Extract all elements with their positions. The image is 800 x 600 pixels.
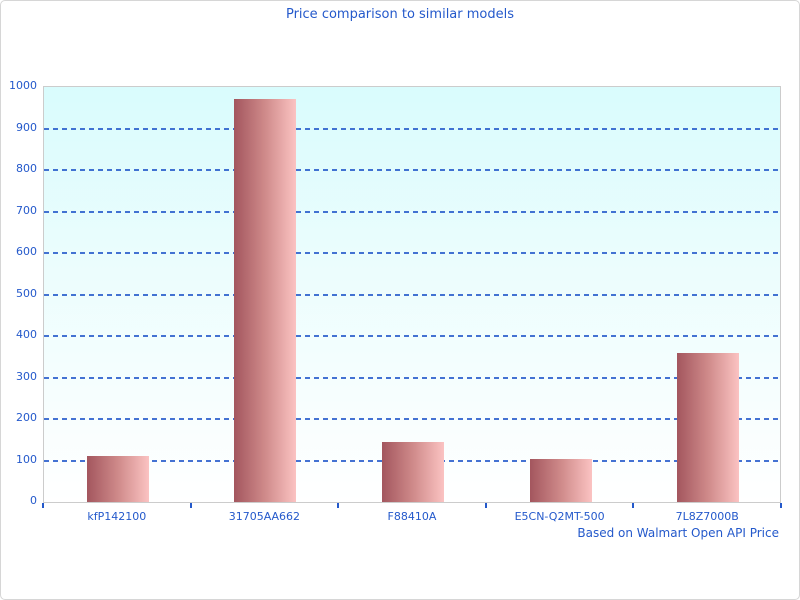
x-axis-label-F88410A: F88410A (387, 510, 437, 523)
y-axis-label-600: 600 (16, 245, 37, 258)
bar-31705AA662 (234, 99, 297, 502)
gridline-700 (44, 210, 780, 213)
y-axis-label-0: 0 (30, 494, 37, 507)
x-axis-tick (780, 503, 782, 508)
y-axis-label-300: 300 (16, 369, 37, 383)
plot-area (43, 86, 781, 503)
y-axis-label-100: 100 (16, 452, 37, 466)
x-axis-label-7L8Z7000B: 7L8Z7000B (675, 510, 739, 523)
x-axis-tick (484, 503, 487, 508)
footer-note: Based on Walmart Open API Price (577, 526, 779, 540)
bar-F88410A (382, 442, 444, 502)
gridline-300 (44, 376, 780, 379)
y-axis-label-800: 800 (16, 162, 37, 175)
x-axis-tick (42, 503, 44, 508)
chart-title: Price comparison to similar models (285, 7, 515, 22)
y-axis-label-1000: 1000 (9, 79, 37, 92)
bar-kfP142100 (86, 456, 149, 502)
x-axis-label-E5CN-Q2MT-500: E5CN-Q2MT-500 (514, 510, 605, 523)
gridline-900 (44, 127, 780, 130)
x-axis-tick (189, 503, 192, 508)
gridline-600 (44, 252, 780, 254)
x-axis-label-31705AA662: 31705AA662 (228, 510, 301, 523)
y-axis-label-900: 900 (16, 120, 37, 134)
x-axis-label-kfP142100: kfP142100 (87, 510, 147, 523)
gridline-500 (44, 293, 780, 296)
y-axis-label-200: 200 (16, 411, 37, 424)
y-axis-label-400: 400 (16, 328, 37, 341)
gridline-200 (44, 418, 780, 420)
x-axis-tick (337, 503, 340, 508)
y-axis-label-500: 500 (16, 286, 37, 300)
gridline-800 (44, 169, 780, 171)
y-axis-label-700: 700 (16, 203, 37, 217)
gridline-400 (44, 335, 780, 337)
x-axis-tick (632, 503, 635, 508)
bar-E5CN-Q2MT-500 (529, 459, 592, 502)
bar-7L8Z7000B (677, 353, 740, 502)
